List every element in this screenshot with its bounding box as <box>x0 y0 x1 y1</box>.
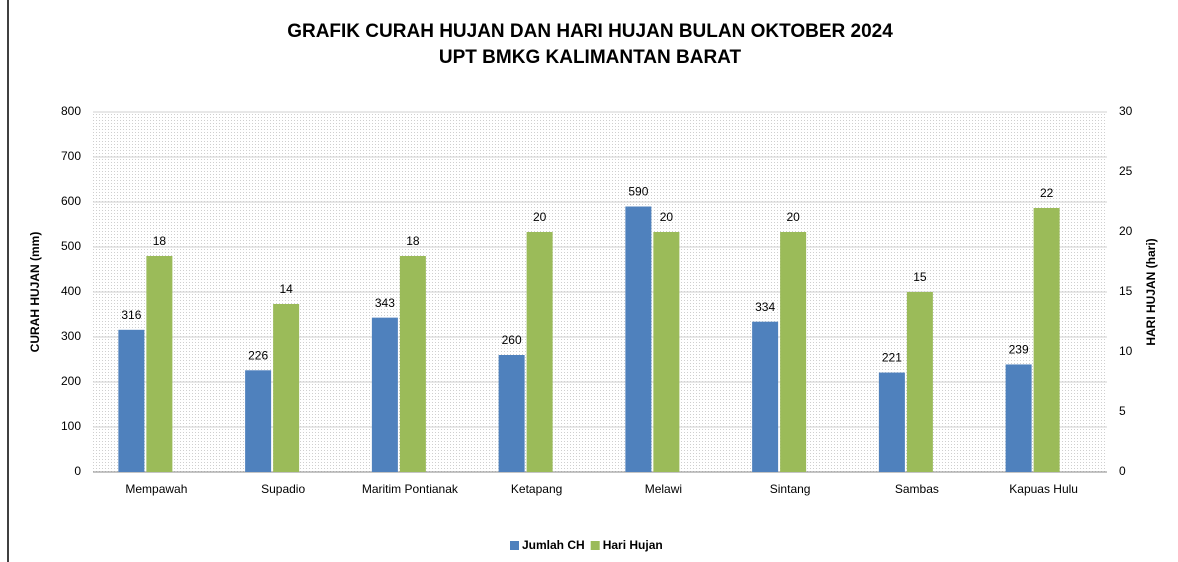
bar <box>526 232 553 472</box>
bar <box>273 304 300 472</box>
y-tick-label: 500 <box>61 239 81 253</box>
value-label: 316 <box>121 308 141 322</box>
y-tick-label: 400 <box>61 284 81 298</box>
y2-tick-label: 0 <box>1119 464 1126 478</box>
value-label: 221 <box>882 351 902 365</box>
value-label: 260 <box>502 333 522 347</box>
y-tick-label: 200 <box>61 374 81 388</box>
chart-subtitle: UPT BMKG KALIMANTAN BARAT <box>439 47 742 68</box>
y-tick-label: 700 <box>61 149 81 163</box>
y2-tick-label: 15 <box>1119 284 1133 298</box>
value-label: 334 <box>755 300 775 314</box>
y-tick-label: 100 <box>61 419 81 433</box>
y-tick-label: 0 <box>74 464 81 478</box>
value-label: 22 <box>1040 186 1054 200</box>
bar <box>146 256 173 472</box>
value-label: 343 <box>375 296 395 310</box>
y-axis-title: CURAH HUJAN (mm) <box>28 232 42 353</box>
bar <box>1033 208 1060 472</box>
value-label: 15 <box>913 270 927 284</box>
x-tick-label: Sintang <box>770 482 811 496</box>
y2-tick-label: 30 <box>1119 104 1133 118</box>
legend-swatch <box>510 541 519 550</box>
y2-tick-label: 25 <box>1119 164 1133 178</box>
x-tick-label: Ketapang <box>511 482 562 496</box>
x-tick-label: Maritim Pontianak <box>362 482 459 496</box>
bar <box>399 256 426 472</box>
y-tick-label: 800 <box>61 104 81 118</box>
bar <box>245 370 272 472</box>
y2-tick-label: 20 <box>1119 224 1133 238</box>
value-label: 20 <box>786 210 800 224</box>
bar <box>1005 364 1032 472</box>
x-tick-label: Melawi <box>645 482 682 496</box>
bar <box>906 292 933 472</box>
value-label: 239 <box>1009 343 1029 357</box>
value-label: 226 <box>248 348 268 362</box>
bar <box>878 372 905 472</box>
bar <box>371 317 398 472</box>
bar <box>653 232 680 472</box>
value-label: 18 <box>406 234 420 248</box>
y-tick-label: 300 <box>61 329 81 343</box>
legend-text: Hari Hujan <box>603 538 663 552</box>
x-tick-label: Mempawah <box>125 482 187 496</box>
x-tick-label: Kapuas Hulu <box>1009 482 1078 496</box>
bar <box>118 329 145 472</box>
value-label: 14 <box>279 282 293 296</box>
bar <box>752 321 779 472</box>
value-label: 20 <box>533 210 547 224</box>
x-tick-label: Sambas <box>895 482 939 496</box>
value-label: 20 <box>660 210 674 224</box>
y2-tick-label: 10 <box>1119 344 1133 358</box>
bar <box>625 206 652 472</box>
y2-axis-title: HARI HUJAN (hari) <box>1144 238 1158 345</box>
y-tick-label: 600 <box>61 194 81 208</box>
legend-text: Jumlah CH <box>522 538 585 552</box>
value-label: 18 <box>153 234 167 248</box>
value-label: 590 <box>628 185 648 199</box>
legend-swatch <box>590 541 600 550</box>
x-tick-label: Supadio <box>261 482 305 496</box>
y2-tick-label: 5 <box>1119 404 1126 418</box>
bar <box>498 355 525 472</box>
chart-title: GRAFIK CURAH HUJAN DAN HARI HUJAN BULAN … <box>287 21 893 42</box>
bar <box>780 232 807 472</box>
